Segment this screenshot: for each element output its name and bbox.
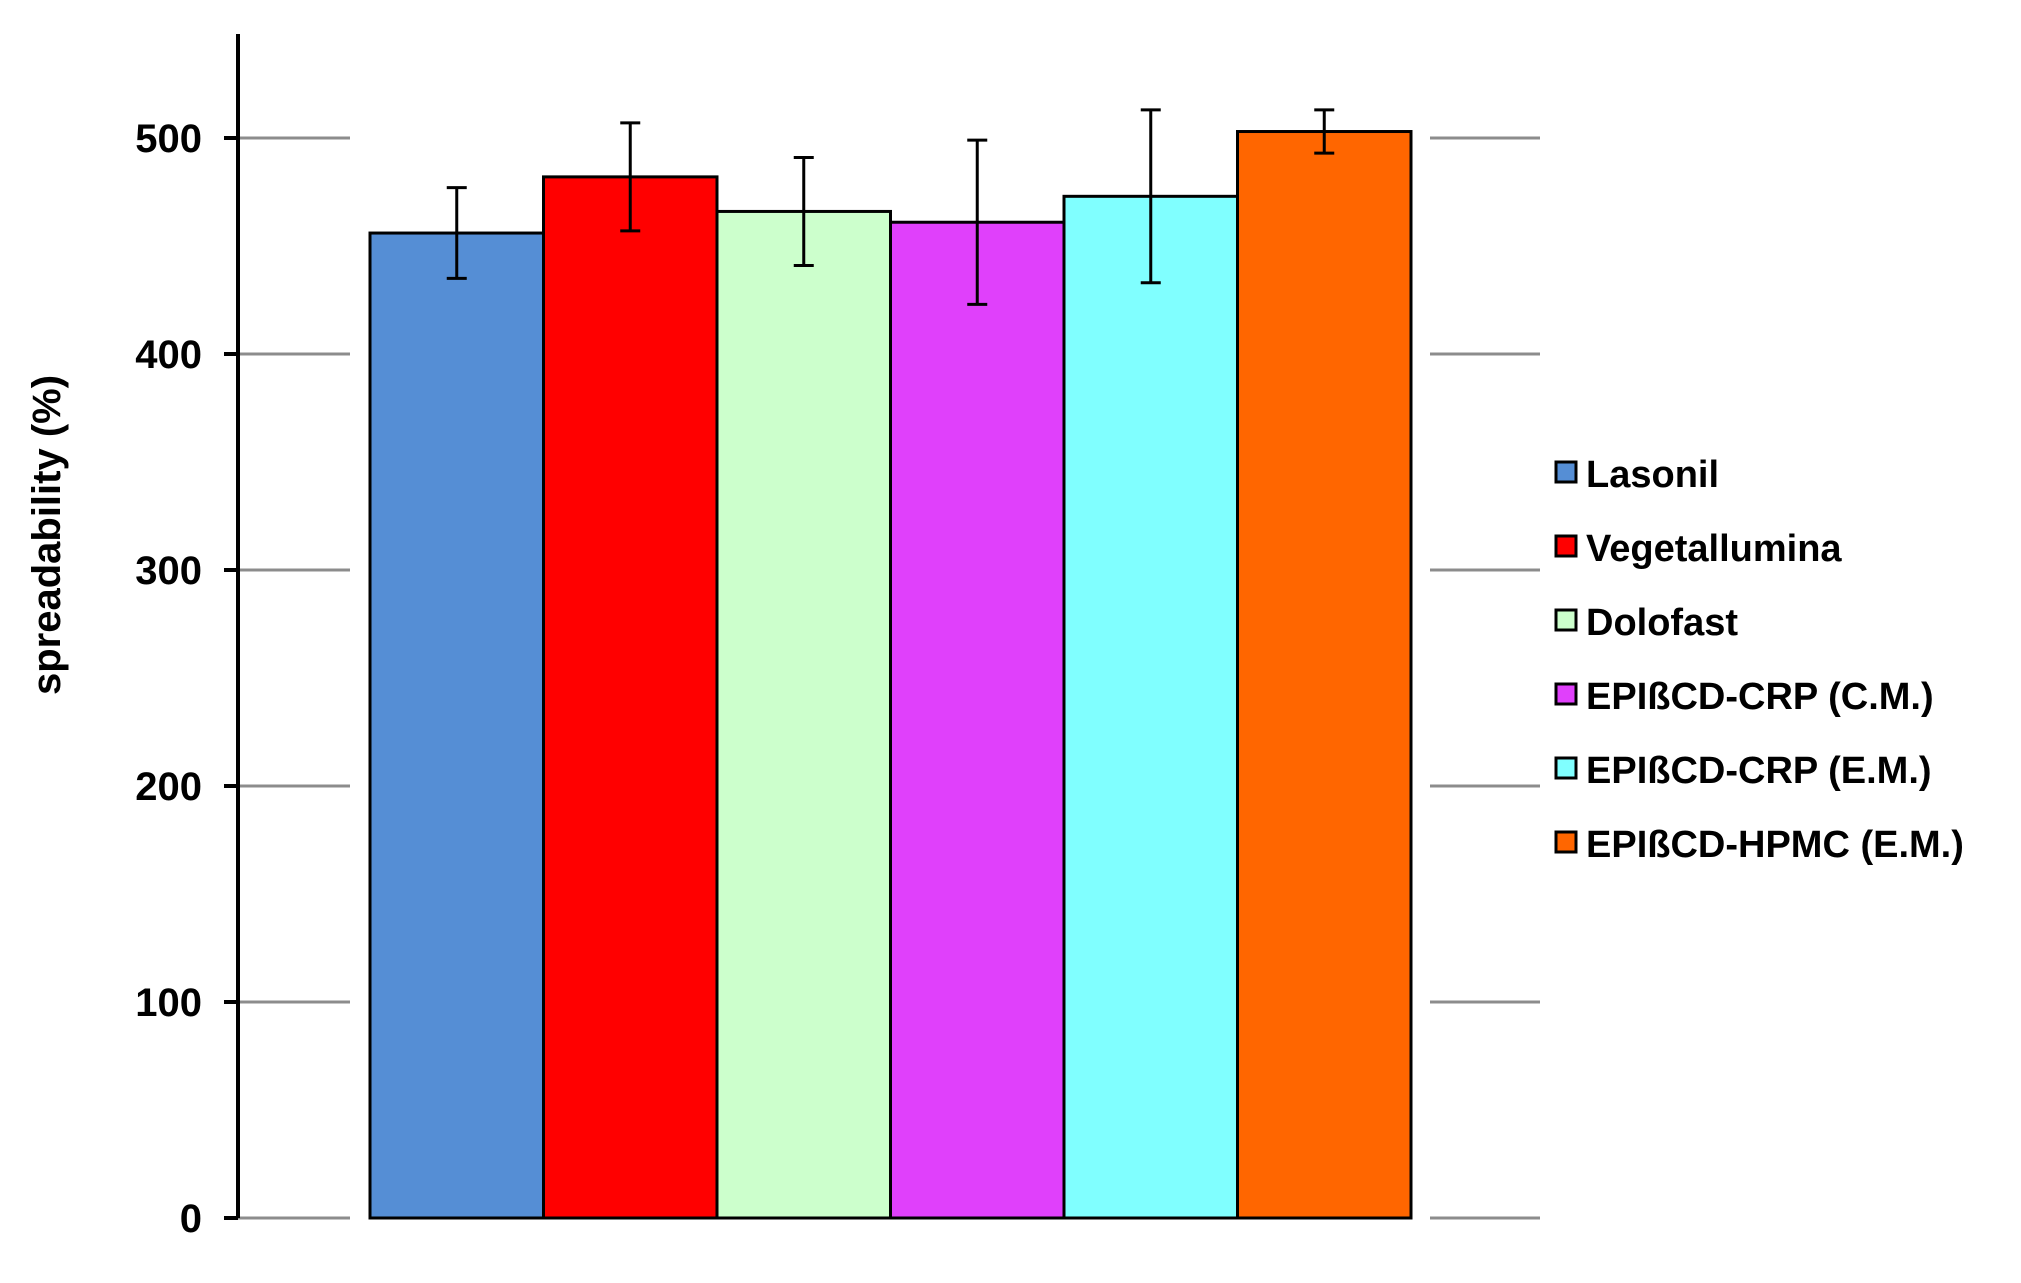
legend-swatch: [1554, 534, 1578, 558]
y-axis: 0 100 200 300 400 500: [135, 34, 240, 1241]
legend-label: EPIßCD-CRP (C.M.): [1586, 676, 1934, 718]
y-axis-title: spreadability (%): [25, 375, 69, 695]
legend-swatch: [1554, 608, 1578, 632]
legend-swatch: [1554, 460, 1578, 484]
legend-swatch: [1554, 830, 1578, 854]
legend-swatch: [1554, 756, 1578, 780]
legend-label: Vegetallumina: [1586, 528, 1842, 570]
error-bar-3: [967, 138, 988, 306]
legend-item-4: EPIßCD-CRP (E.M.): [1554, 750, 1932, 792]
legend-label: EPIßCD-HPMC (E.M.): [1586, 824, 1964, 866]
error-bar-5: [1314, 108, 1335, 155]
y-tick-label: 100: [135, 981, 202, 1025]
error-bar-0: [446, 186, 467, 280]
bar-5: [1236, 130, 1413, 1220]
bar-1: [542, 175, 719, 1220]
gridlines: [238, 136, 1540, 1220]
y-tick-label: 200: [135, 765, 202, 809]
y-tick-label: 300: [135, 549, 202, 593]
y-tick-label: 500: [135, 117, 202, 161]
legend-swatch: [1554, 682, 1578, 706]
legend-item-5: EPIßCD-HPMC (E.M.): [1554, 824, 1964, 866]
legend-item-1: Vegetallumina: [1554, 528, 1842, 570]
legend-label: EPIßCD-CRP (E.M.): [1586, 750, 1932, 792]
error-bar-4: [1140, 108, 1161, 285]
bar-2: [715, 209, 892, 1220]
error-bar-2: [793, 155, 814, 267]
legend: Lasonil Vegetallumina Dolofast EPIßCD-CRP (…: [1554, 454, 1964, 866]
y-tick-label: 400: [135, 333, 202, 377]
legend-item-2: Dolofast: [1554, 602, 1738, 644]
legend-item-3: EPIßCD-CRP (C.M.): [1554, 676, 1934, 718]
y-tick-label: 0: [180, 1197, 202, 1241]
error-bar-1: [620, 121, 641, 233]
legend-label: Lasonil: [1586, 454, 1719, 496]
legend-label: Dolofast: [1586, 602, 1738, 644]
bars: [368, 130, 1413, 1220]
bar-0: [368, 231, 545, 1220]
legend-item-0: Lasonil: [1554, 454, 1719, 496]
error-bars: [446, 108, 1335, 306]
bar-4: [1062, 194, 1239, 1220]
bar-3: [889, 220, 1066, 1220]
